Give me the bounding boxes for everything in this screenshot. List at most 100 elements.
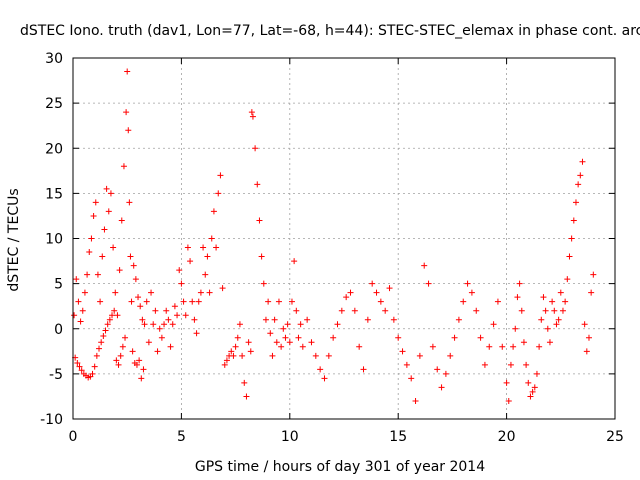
data-point bbox=[105, 208, 112, 215]
data-point bbox=[141, 321, 148, 328]
data-point bbox=[364, 316, 371, 323]
data-point bbox=[490, 321, 497, 328]
data-point bbox=[116, 267, 123, 274]
data-point bbox=[421, 262, 428, 269]
data-point bbox=[81, 289, 88, 296]
data-point bbox=[477, 334, 484, 341]
data-point bbox=[132, 276, 139, 283]
data-point bbox=[115, 361, 122, 368]
data-point bbox=[111, 307, 118, 314]
data-point bbox=[180, 298, 187, 305]
data-point bbox=[171, 303, 178, 310]
data-point bbox=[416, 352, 423, 359]
data-point bbox=[234, 334, 241, 341]
data-point bbox=[78, 367, 85, 374]
data-point bbox=[542, 307, 549, 314]
data-point bbox=[538, 316, 545, 323]
y-tick-label: 30 bbox=[45, 51, 63, 67]
data-point bbox=[167, 343, 174, 350]
data-point bbox=[139, 316, 146, 323]
data-point bbox=[304, 316, 311, 323]
data-point bbox=[94, 271, 101, 278]
data-point bbox=[73, 276, 80, 283]
data-point bbox=[583, 348, 590, 355]
y-tick-label: -5 bbox=[49, 367, 63, 383]
data-point bbox=[239, 352, 246, 359]
data-point bbox=[360, 366, 367, 373]
data-point bbox=[75, 298, 82, 305]
data-point bbox=[585, 334, 592, 341]
data-point bbox=[140, 366, 147, 373]
data-point bbox=[451, 334, 458, 341]
data-point bbox=[107, 190, 114, 197]
data-point bbox=[247, 348, 254, 355]
data-point bbox=[553, 321, 560, 328]
data-point bbox=[568, 235, 575, 242]
data-point bbox=[126, 199, 133, 206]
y-tick-label: 10 bbox=[45, 232, 63, 248]
data-point bbox=[536, 343, 543, 350]
data-point bbox=[273, 339, 280, 346]
data-point bbox=[176, 267, 183, 274]
data-point bbox=[460, 298, 467, 305]
data-point bbox=[206, 289, 213, 296]
data-point bbox=[204, 253, 211, 260]
data-point bbox=[152, 307, 159, 314]
data-point bbox=[507, 361, 514, 368]
data-point bbox=[523, 361, 530, 368]
data-point bbox=[373, 289, 380, 296]
data-point bbox=[579, 158, 586, 165]
data-point bbox=[195, 298, 202, 305]
data-point bbox=[130, 262, 137, 269]
data-point bbox=[559, 307, 566, 314]
data-point bbox=[119, 343, 126, 350]
data-point bbox=[103, 185, 110, 192]
data-point bbox=[291, 258, 298, 265]
data-point bbox=[382, 307, 389, 314]
data-point bbox=[236, 321, 243, 328]
data-point bbox=[282, 334, 289, 341]
data-point bbox=[533, 370, 540, 377]
data-point bbox=[299, 343, 306, 350]
data-point bbox=[588, 289, 595, 296]
data-point bbox=[464, 280, 471, 287]
data-point bbox=[514, 294, 521, 301]
data-point bbox=[76, 363, 83, 370]
data-point bbox=[145, 339, 152, 346]
data-point bbox=[575, 181, 582, 188]
data-point bbox=[223, 357, 230, 364]
data-point bbox=[564, 276, 571, 283]
data-point bbox=[455, 316, 462, 323]
data-point bbox=[505, 397, 512, 404]
data-point bbox=[193, 330, 200, 337]
data-point bbox=[249, 113, 256, 120]
data-point bbox=[520, 339, 527, 346]
data-point bbox=[154, 348, 161, 355]
data-point bbox=[252, 145, 259, 152]
data-point bbox=[128, 298, 135, 305]
data-point bbox=[191, 316, 198, 323]
data-point bbox=[330, 334, 337, 341]
data-point bbox=[356, 343, 363, 350]
data-point bbox=[138, 375, 145, 382]
y-tick-label: 0 bbox=[54, 322, 63, 338]
data-point bbox=[267, 330, 274, 337]
data-point bbox=[334, 321, 341, 328]
y-tick-label: -10 bbox=[40, 412, 63, 428]
data-point bbox=[143, 298, 150, 305]
x-axis-label: GPS time / hours of day 301 of year 2014 bbox=[195, 459, 485, 475]
data-point bbox=[269, 352, 276, 359]
data-point bbox=[557, 289, 564, 296]
y-tick-label: 15 bbox=[45, 186, 63, 202]
data-point bbox=[278, 343, 285, 350]
data-point bbox=[118, 217, 125, 224]
data-point bbox=[163, 307, 170, 314]
data-point bbox=[572, 199, 579, 206]
data-point bbox=[86, 249, 93, 256]
data-point bbox=[481, 361, 488, 368]
data-point bbox=[265, 298, 272, 305]
data-point bbox=[101, 226, 108, 233]
data-point bbox=[221, 361, 228, 368]
data-points bbox=[71, 68, 597, 404]
